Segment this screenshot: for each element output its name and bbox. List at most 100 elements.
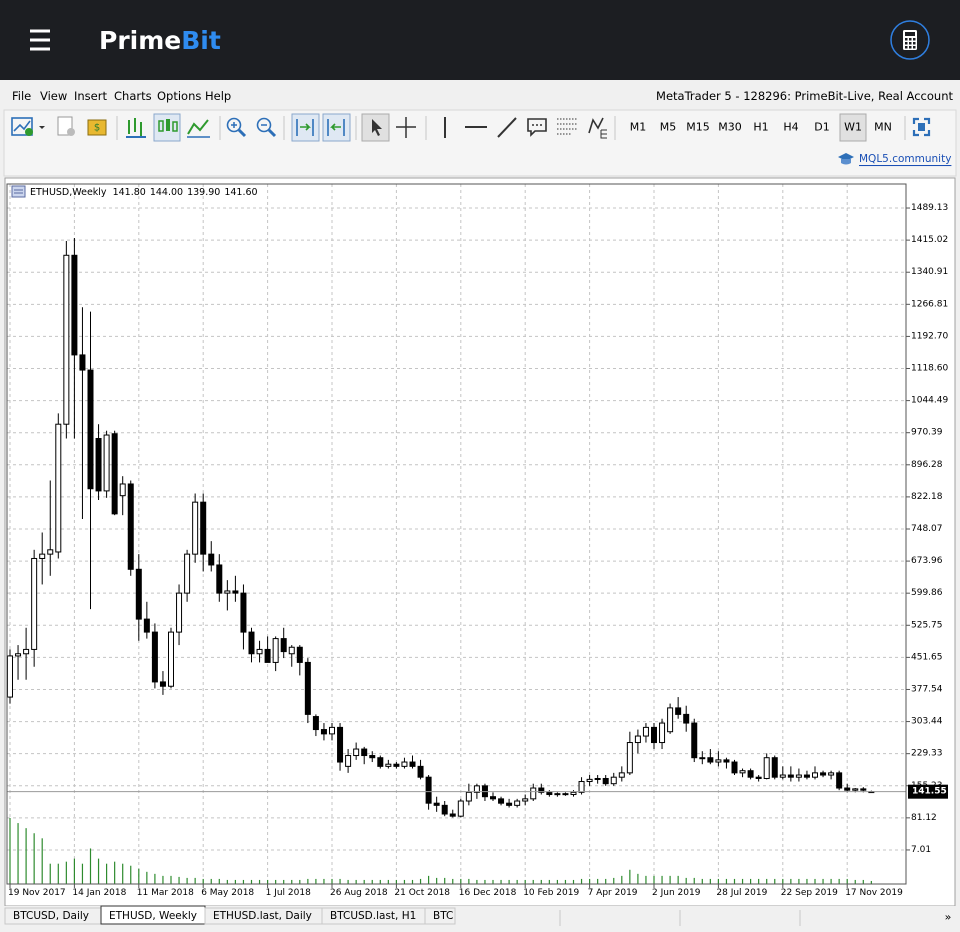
new-chart-button-part[interactable] [11,117,33,136]
fullscreen-button-part[interactable] [918,123,925,131]
calculator-button-part-part[interactable] [909,38,912,41]
calculator-button-part-part[interactable] [913,42,916,45]
timeframe-button[interactable]: D1 [814,121,829,134]
ohlc-open: 141.80 [113,187,146,198]
community-link[interactable]: MQL5.community [859,153,951,165]
calculator-button-part-part[interactable] [913,46,916,49]
zoom-in-button[interactable] [226,117,247,138]
timeframe-button[interactable]: H4 [783,121,798,134]
tab-label[interactable]: ETHUSD, Weekly [109,910,197,922]
menu-item[interactable]: Charts [114,89,152,103]
calculator-button-part-part[interactable] [913,38,916,41]
candle-body [119,483,126,497]
line-chart-button-part[interactable] [187,119,209,135]
text-button[interactable] [527,118,547,137]
zoom-in-button-part[interactable] [226,117,242,133]
zoom-out-button[interactable] [256,117,277,138]
timeframe-button[interactable]: M5 [660,121,677,134]
logo[interactable]: PrimeBit [99,26,221,55]
tab-label[interactable]: ETHUSD.last, Daily [213,910,312,922]
new-chart-button-part[interactable] [39,126,45,129]
new-order-button[interactable] [57,116,75,136]
fibonacci-button[interactable] [557,118,577,135]
calculator-button-part-part[interactable] [909,46,912,49]
calculator-button-part-part[interactable] [905,42,908,45]
menu-item[interactable]: View [40,89,67,103]
menu-item[interactable]: File [12,89,31,103]
timeframe-button[interactable]: M15 [686,121,710,134]
calculator-button-part-part[interactable] [905,38,908,41]
trend-line-button[interactable] [497,117,517,138]
market-button-part[interactable] [87,119,107,136]
calculator-button-part-part[interactable] [905,46,908,49]
new-chart-button-part[interactable] [25,128,33,136]
cursor-button[interactable] [361,113,390,142]
market-button-part[interactable]: $ [94,123,100,134]
zoom-out-button-part[interactable] [267,128,277,138]
candle-chart-button-part[interactable] [172,121,178,132]
autoscroll-button[interactable] [322,113,351,142]
candle-body [626,742,633,774]
calculator-button-part-part[interactable] [909,42,912,45]
zoom-in-button-part[interactable] [237,128,247,138]
menu-item[interactable]: Help [205,89,231,103]
crosshair-button[interactable] [396,117,416,138]
community-icon[interactable] [838,153,854,165]
elliott-button-part[interactable] [600,129,607,139]
new-chart-button-part[interactable] [13,120,31,132]
candle-chart-button-part[interactable] [158,120,164,132]
autoscroll-button-part[interactable] [330,123,341,131]
text-button-part[interactable] [527,118,547,137]
new-chart-button[interactable] [11,117,45,136]
calculator-button-part[interactable] [890,20,930,60]
tab-label[interactable]: BTCUSD.last, H1 [330,910,416,922]
market-button[interactable]: $ [87,119,107,136]
elliott-button-part[interactable] [588,117,604,134]
candle-body [417,765,424,778]
trend-line-button-part[interactable] [497,117,517,138]
zoom-out-button-part[interactable] [256,117,272,133]
line-chart-button[interactable] [187,119,210,138]
zoom-in-button-part[interactable] [231,122,237,128]
bar-chart-button[interactable] [126,118,146,138]
chart-shift-button-part[interactable] [300,123,311,131]
candle-chart-button[interactable] [153,113,181,142]
logo-right[interactable]: Bit [181,26,221,55]
candle-body [393,763,400,767]
y-tick-label: 1192.70 [911,331,948,341]
community-icon-part[interactable] [841,159,851,165]
candle-body [208,553,215,566]
menu-item[interactable]: Options [157,89,201,103]
tabs-more[interactable]: » [945,911,952,924]
menu-button[interactable] [30,29,50,51]
candle-body [844,787,851,791]
timeframe-button[interactable]: W1 [844,121,862,134]
candle-body [594,777,601,780]
timeframe-button[interactable]: H1 [753,121,768,134]
candle-chart-button-part[interactable] [166,119,170,131]
calculator-button-part[interactable] [905,32,915,36]
new-order-button-part[interactable] [67,128,75,136]
calculator-button-part[interactable] [905,38,916,49]
candle-body [465,791,472,802]
menu-item[interactable]: Insert [74,89,107,103]
timeframe-button[interactable]: M1 [630,121,647,134]
tab-label[interactable]: BTC [433,910,453,922]
timeframe-button[interactable]: M30 [718,121,742,134]
logo-left[interactable]: Prime [99,26,181,55]
tab-label[interactable]: BTCUSD, Daily [13,910,89,922]
x-tick-label: 11 Mar 2018 [137,888,194,898]
elliott-button[interactable] [588,117,607,139]
menu: File View Insert Charts Options Help [12,89,231,103]
candle-body [852,788,859,791]
timeframe-button[interactable]: MN [874,121,892,134]
candle-body [240,592,247,633]
candle-body [15,653,22,657]
calculator-button[interactable] [890,20,930,60]
cursor-button-part[interactable] [372,119,382,136]
tab[interactable] [424,907,456,925]
fullscreen-button[interactable] [912,117,931,137]
chart-shift-button[interactable] [291,113,320,142]
fullscreen-button-part[interactable] [912,117,931,137]
